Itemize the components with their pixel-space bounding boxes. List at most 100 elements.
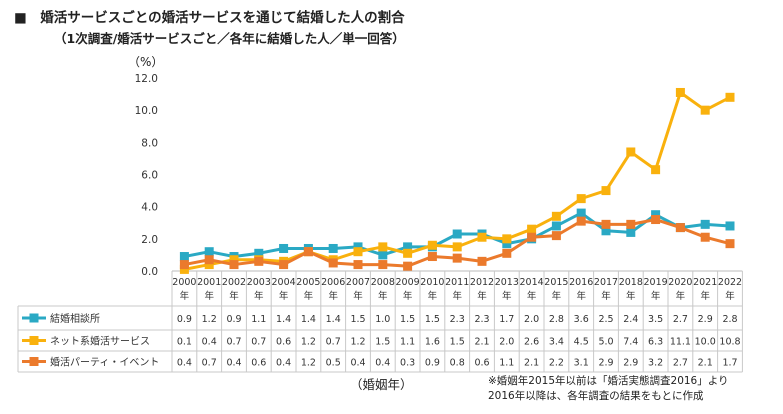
data-point	[303, 247, 313, 257]
data-point	[378, 242, 388, 252]
data-point	[700, 232, 710, 242]
data-point	[651, 215, 661, 225]
legend-marker	[29, 336, 39, 345]
table-cell: 4.5	[574, 337, 589, 348]
table-cell: 2.0	[499, 337, 514, 348]
data-point	[477, 256, 487, 266]
table-cell: 2.9	[623, 358, 638, 369]
table-cell: 7.4	[623, 337, 638, 348]
table-cell: 2.9	[598, 358, 613, 369]
table-cell: 2.1	[474, 337, 489, 348]
x-tick-label-suffix: 年	[403, 290, 413, 302]
x-tick-label: 2004	[272, 277, 296, 288]
table-cell: 10.8	[719, 337, 740, 348]
data-point	[378, 260, 388, 270]
table-cell: 1.4	[326, 314, 341, 325]
legend-label: 婚活パーティ・イベント	[50, 356, 159, 369]
data-point	[254, 256, 264, 266]
data-point	[502, 234, 512, 244]
table-cell: 6.3	[648, 337, 663, 348]
table-cell: 1.2	[202, 314, 217, 325]
data-point	[279, 243, 289, 253]
x-tick-label-suffix: 年	[601, 290, 611, 302]
data-point	[204, 247, 214, 257]
x-tick-label-suffix: 年	[477, 290, 487, 302]
table-cell: 0.4	[177, 358, 192, 369]
data-point	[725, 239, 735, 249]
chart-subtitle: （1次調査/婚活サービスごと／各年に結婚した人／単一回答）	[54, 31, 405, 46]
x-tick-label: 2000	[172, 277, 196, 288]
x-tick-label: 2021	[693, 277, 717, 288]
x-tick-label: 2007	[346, 277, 370, 288]
y-tick-label: 0.0	[141, 266, 158, 278]
data-point	[427, 240, 437, 250]
x-tick-label: 2020	[668, 277, 692, 288]
x-tick-label: 2001	[197, 277, 221, 288]
x-tick-label: 2015	[544, 277, 568, 288]
x-tick-label-suffix: 年	[725, 290, 735, 302]
x-tick-label: 2003	[247, 277, 271, 288]
x-tick-label: 2010	[420, 277, 444, 288]
table-cell: 0.9	[177, 314, 192, 325]
table-cell: 0.4	[202, 337, 217, 348]
data-point	[452, 229, 462, 239]
x-tick-label-suffix: 年	[328, 290, 338, 302]
table-cell: 0.6	[276, 337, 291, 348]
table-cell: 0.6	[474, 358, 489, 369]
table-cell: 1.5	[400, 314, 415, 325]
table-cell: 1.6	[425, 337, 440, 348]
data-point	[725, 92, 735, 102]
table-cell: 2.8	[549, 314, 564, 325]
x-tick-label-suffix: 年	[428, 290, 438, 302]
data-point	[675, 223, 685, 233]
data-point	[353, 247, 363, 257]
source-note-line-2: 2016年以降は、各年調査の結果をもとに作成	[488, 390, 704, 402]
data-point	[403, 242, 413, 252]
data-point	[551, 211, 561, 221]
table-cell: 11.1	[670, 337, 691, 348]
data-point	[204, 255, 214, 265]
table-cell: 2.7	[673, 314, 688, 325]
x-tick-label-suffix: 年	[254, 290, 264, 302]
table-cell: 1.4	[301, 314, 316, 325]
table-cell: 0.4	[375, 358, 390, 369]
table-cell: 0.7	[251, 337, 266, 348]
table-cell: 5.0	[598, 337, 613, 348]
table-cell: 2.3	[474, 314, 489, 325]
table-cell: 2.6	[524, 337, 539, 348]
data-point	[527, 232, 537, 242]
data-point	[427, 252, 437, 262]
x-tick-label-suffix: 年	[552, 290, 562, 302]
table-cell: 2.1	[524, 358, 539, 369]
x-tick-label: 2014	[520, 277, 544, 288]
data-point	[353, 242, 363, 252]
table-cell: 0.7	[226, 337, 241, 348]
data-point	[700, 105, 710, 115]
table-cell: 3.6	[574, 314, 589, 325]
x-tick-label-suffix: 年	[279, 290, 289, 302]
data-point	[179, 252, 189, 262]
data-point	[601, 186, 611, 196]
data-point	[502, 239, 512, 249]
table-cell: 2.5	[598, 314, 613, 325]
x-tick-label-suffix: 年	[452, 290, 462, 302]
table-cell: 2.9	[698, 314, 713, 325]
data-point	[403, 261, 413, 271]
x-tick-label-suffix: 年	[204, 290, 214, 302]
table-cell: 2.0	[524, 314, 539, 325]
table-cell: 10.0	[695, 337, 716, 348]
table-cell: 2.4	[623, 314, 638, 325]
x-tick-label-suffix: 年	[576, 290, 586, 302]
x-tick-label: 2009	[396, 277, 420, 288]
table-cell: 1.7	[499, 314, 514, 325]
x-tick-label-suffix: 年	[626, 290, 636, 302]
table-cell: 1.5	[375, 337, 390, 348]
source-note-line-1: ※婚姻年2015年以前は「婚活実態調査2016」より	[488, 375, 729, 387]
table-cell: 2.7	[673, 358, 688, 369]
x-tick-label: 2008	[371, 277, 395, 288]
table-cell: 0.7	[326, 337, 341, 348]
table-cell: 2.8	[722, 314, 737, 325]
table-cell: 1.4	[276, 314, 291, 325]
x-tick-label-suffix: 年	[229, 290, 239, 302]
